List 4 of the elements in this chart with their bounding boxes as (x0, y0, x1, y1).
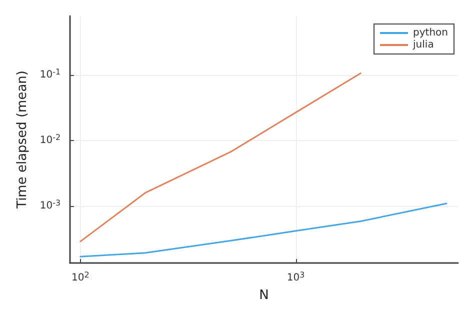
x-axis-title: N (259, 288, 269, 303)
y-axis-title: Time elapsed (mean) (15, 70, 30, 210)
legend-label: julia (412, 40, 434, 50)
legend-label: python (413, 28, 448, 38)
